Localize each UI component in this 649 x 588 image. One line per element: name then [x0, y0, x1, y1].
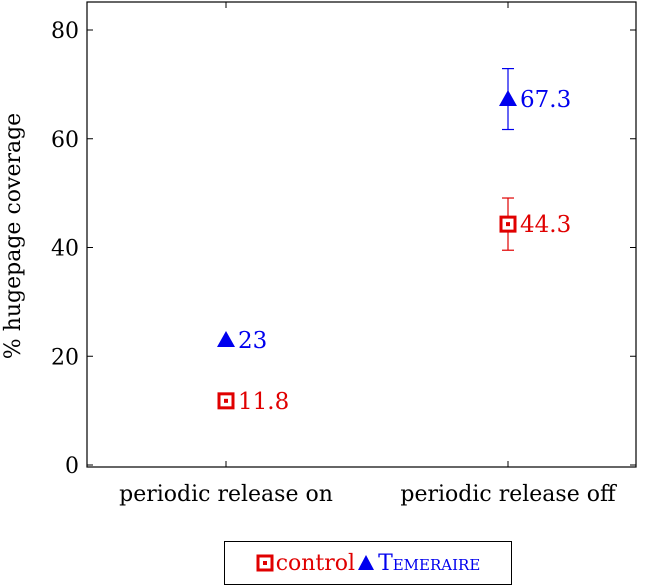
legend-entry-control: control [256, 551, 357, 576]
x-tick-label: periodic release off [400, 482, 617, 507]
y-tick-label: 0 [65, 454, 79, 479]
red-square-marker-icon [256, 554, 274, 572]
y-tick-label: 20 [51, 345, 79, 370]
data-label: 67.3 [520, 87, 571, 113]
plot-area-frame [86, 1, 637, 468]
control-point-center [224, 398, 228, 403]
data-label: 23 [238, 328, 267, 354]
data-marks: 11.8 44.3 23 67.3 [217, 68, 571, 415]
temeraire-point [499, 90, 517, 107]
y-tick-label: 80 [51, 19, 79, 44]
y-tick-label: 60 [51, 128, 79, 153]
y-axis: 0 20 40 60 80 [51, 19, 636, 479]
legend-entry-temeraire: Temeraire [357, 551, 480, 576]
x-axis: periodic release on periodic release off [119, 2, 617, 507]
y-axis-label: % hugepage coverage [1, 113, 26, 359]
legend-label-control: control [275, 550, 356, 576]
data-label: 44.3 [520, 212, 571, 238]
temeraire-point [217, 330, 235, 347]
legend-label-temeraire: Temeraire [378, 550, 481, 576]
data-label: 11.8 [238, 389, 289, 415]
control-point-center [506, 222, 510, 227]
blue-triangle-marker-icon [358, 555, 375, 570]
y-tick-label: 40 [51, 237, 79, 262]
x-tick-label: periodic release on [119, 482, 333, 507]
legend: control Temeraire [224, 541, 512, 585]
